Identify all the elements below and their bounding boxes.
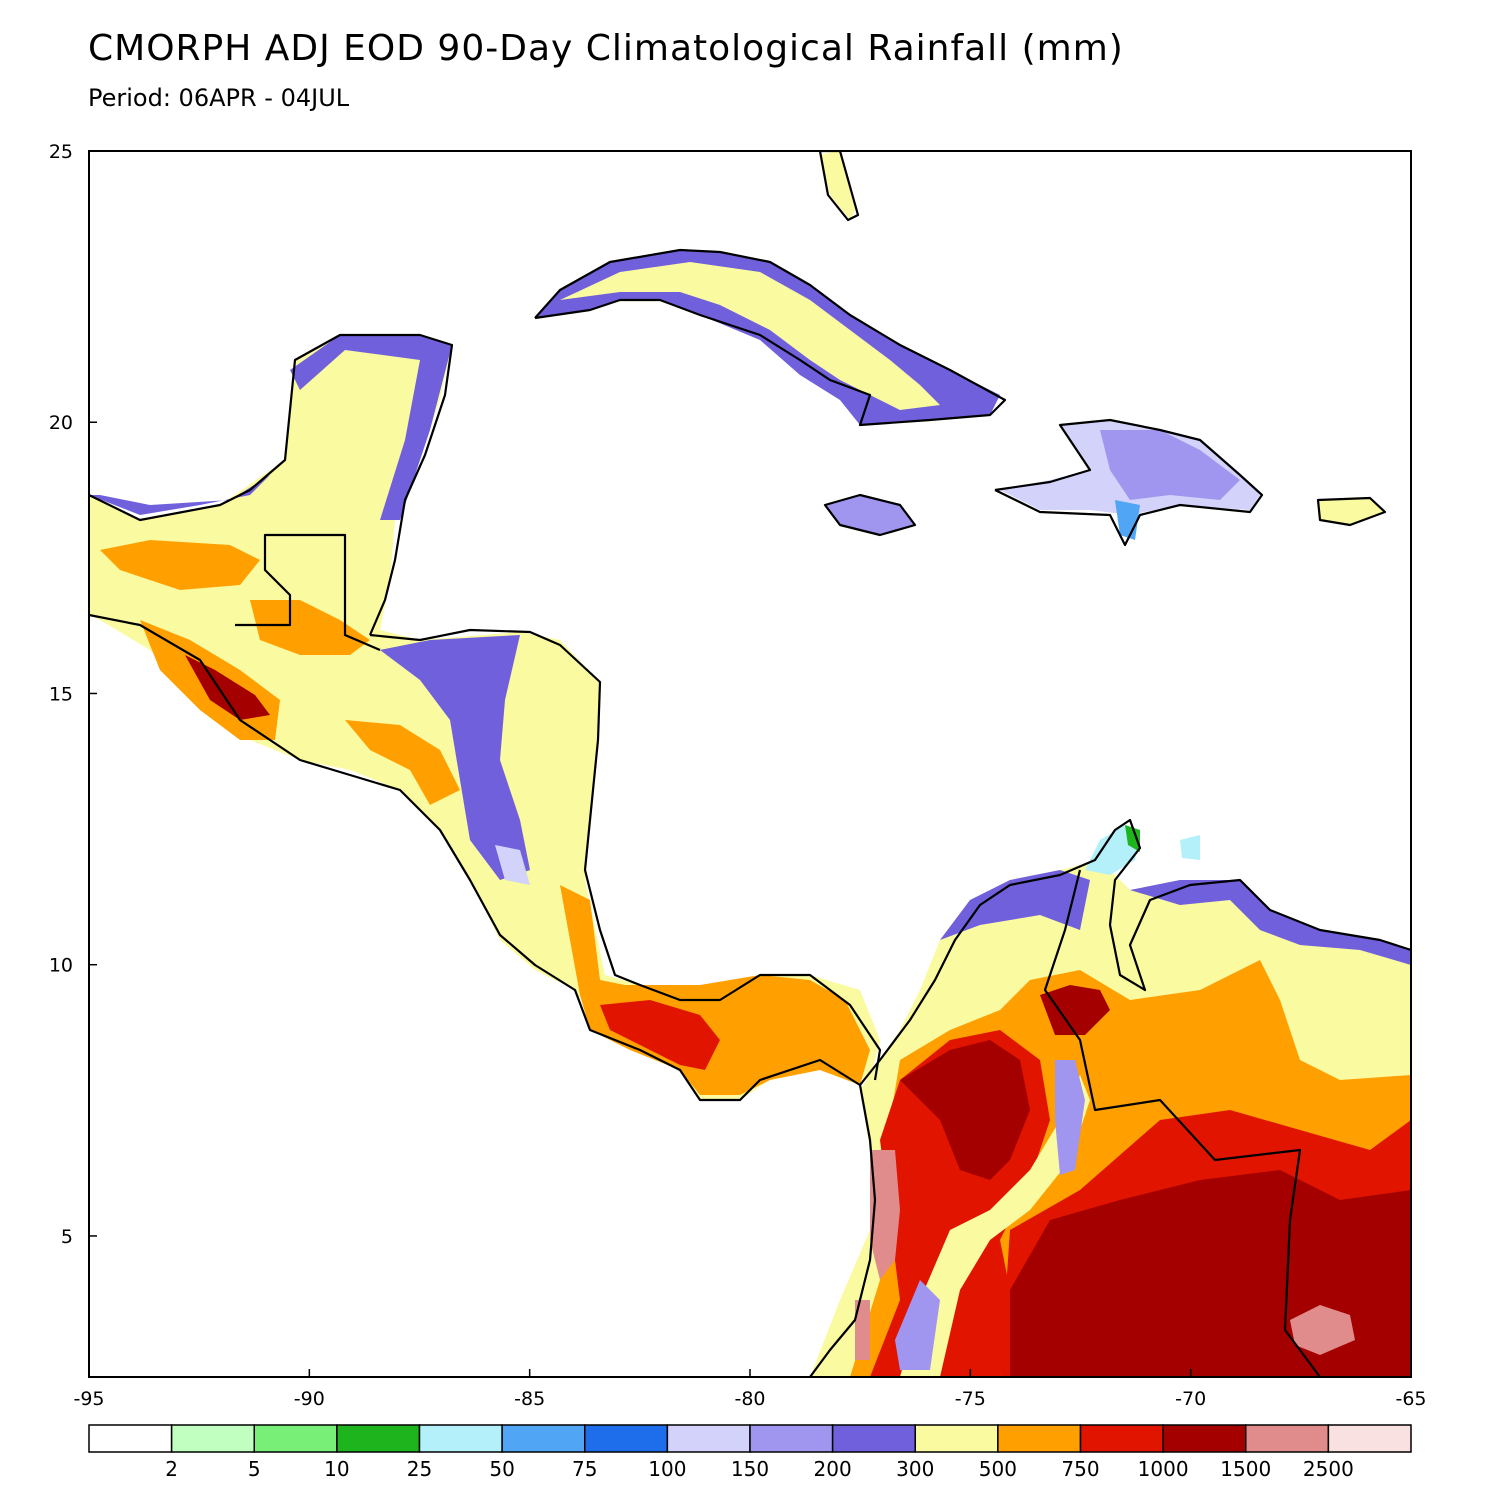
legend-swatch <box>1245 1424 1330 1453</box>
x-tick-label: -90 <box>294 1388 325 1410</box>
legend-swatch <box>997 1424 1082 1453</box>
field-cuba-inner <box>560 262 940 410</box>
legend-label: 750 <box>1061 1457 1099 1481</box>
coastline-hispaniola <box>994 418 1264 547</box>
coastline-south-america <box>859 818 1411 1086</box>
x-axis: -95 -90 -85 -80 -75 -70 -65 <box>73 1369 1427 1410</box>
field-amazon-pink <box>1290 1305 1355 1355</box>
y-tick-label: 15 <box>49 683 73 705</box>
field-andes-yellow <box>900 1075 1090 1377</box>
field-yucatan-coast <box>290 335 452 520</box>
coastline-cuba <box>534 248 1007 427</box>
field-panama-red <box>600 1000 720 1070</box>
legend-swatch <box>336 1424 421 1453</box>
field-andes-purple-2 <box>895 1280 940 1370</box>
legend-swatch <box>666 1424 751 1453</box>
field-gulf-coast <box>89 475 270 515</box>
coastline-florida <box>818 151 860 222</box>
legend-swatch <box>584 1424 669 1453</box>
x-tick-label: -70 <box>1175 1388 1206 1410</box>
legend-swatch <box>418 1424 503 1453</box>
field-venezuela-coast-2 <box>1130 880 1411 965</box>
border-colombia-venezuela <box>1043 869 1321 1377</box>
legend-label: 5 <box>248 1457 261 1481</box>
border-guatemala <box>235 533 381 652</box>
field-venezuela-coast <box>940 870 1090 940</box>
x-tick-label: -85 <box>514 1388 545 1410</box>
y-tick-label: 25 <box>49 141 73 163</box>
legend-swatch <box>88 1424 173 1453</box>
y-tick-label: 20 <box>49 412 73 434</box>
legend-swatch <box>1327 1424 1412 1453</box>
legend-swatch <box>501 1424 586 1453</box>
legend-label: 200 <box>814 1457 852 1481</box>
legend-label: 500 <box>979 1457 1017 1481</box>
field-colombia-darkred <box>900 1040 1030 1180</box>
field-guajira-cyan <box>1085 825 1140 875</box>
legend-swatch <box>749 1424 834 1453</box>
legend-label: 2500 <box>1303 1457 1354 1481</box>
y-tick-label: 10 <box>49 955 73 977</box>
color-legend: 2 5 10 25 50 75 100 150 200 300 500 750 1000 1500 2500 <box>88 1424 1412 1481</box>
coastline-colombia-pacific <box>809 1084 877 1377</box>
legend-label: 150 <box>731 1457 769 1481</box>
field-hispaniola-blue <box>1115 500 1140 540</box>
legend-swatch <box>1079 1424 1164 1453</box>
field-nicaragua-white <box>495 845 530 885</box>
field-honduras-interior <box>380 635 530 880</box>
coastline-central-america-caribbean <box>369 628 882 1081</box>
field-puerto-rico <box>1318 498 1385 525</box>
coastline-pacific <box>89 613 861 1102</box>
field-aruba-cyan <box>1180 835 1200 860</box>
x-tick-label: -95 <box>73 1388 104 1410</box>
coastlines <box>89 151 1411 1377</box>
legend-swatch <box>914 1424 999 1453</box>
legend-swatch <box>1162 1424 1247 1453</box>
map-title: CMORPH ADJ EOD 90-Day Climatological Rai… <box>88 28 1124 69</box>
legend-label: 2 <box>165 1457 178 1481</box>
legend-label: 300 <box>896 1457 934 1481</box>
x-tick-label: -65 <box>1395 1388 1426 1410</box>
legend-label: 10 <box>324 1457 349 1481</box>
field-guajira-green <box>1125 825 1140 852</box>
field-maracaibo-darkred <box>1040 985 1110 1035</box>
field-florida <box>820 151 855 220</box>
field-colombia-pink-2 <box>855 1300 870 1360</box>
legend-swatch <box>253 1424 338 1453</box>
field-jamaica <box>825 495 915 535</box>
coastline-puerto-rico <box>1316 496 1387 527</box>
y-tick-label: 5 <box>61 1226 73 1248</box>
rainfall-fields <box>89 151 1411 1377</box>
legend-swatch <box>831 1424 916 1453</box>
legend-label: 50 <box>489 1457 514 1481</box>
x-tick-label: -80 <box>734 1388 765 1410</box>
field-salvador-orange <box>345 720 460 805</box>
field-colombia-pink <box>870 1150 900 1280</box>
field-mexico-orange <box>100 540 260 590</box>
y-axis: 5 10 15 20 25 <box>49 141 97 1248</box>
coastline-jamaica <box>823 493 917 537</box>
field-guatemala-orange <box>250 600 370 655</box>
legend-swatch <box>170 1424 255 1453</box>
legend-label: 25 <box>407 1457 432 1481</box>
legend-label: 1500 <box>1220 1457 1271 1481</box>
field-andes-purple <box>1055 1060 1085 1175</box>
x-tick-label: -75 <box>955 1388 986 1410</box>
legend-label: 75 <box>572 1457 597 1481</box>
coastline-mexico-gulf <box>89 333 454 636</box>
legend-label: 100 <box>648 1457 686 1481</box>
map-subtitle: Period: 06APR - 04JUL <box>88 84 350 112</box>
legend-label: 1000 <box>1138 1457 1189 1481</box>
field-hispaniola-purple <box>1100 430 1240 500</box>
